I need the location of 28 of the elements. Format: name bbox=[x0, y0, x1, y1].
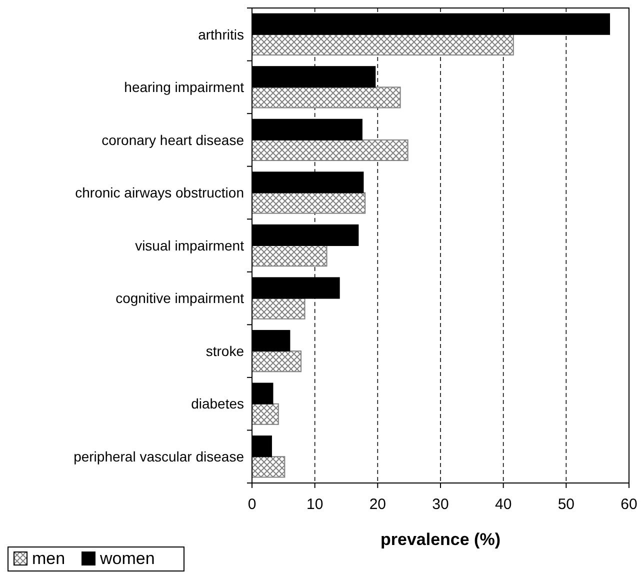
x-tick-label: 30 bbox=[432, 496, 449, 513]
x-tick-label: 60 bbox=[620, 496, 638, 513]
bar bbox=[252, 34, 514, 56]
x-tick-label: 40 bbox=[494, 496, 512, 513]
x-tick-label: 0 bbox=[248, 496, 256, 513]
bar bbox=[252, 86, 401, 108]
x-axis-title: prevalence (%) bbox=[380, 530, 500, 549]
bar bbox=[252, 403, 279, 425]
y-tick-label: arthritis bbox=[198, 26, 244, 42]
bar bbox=[252, 456, 286, 478]
bar bbox=[252, 245, 328, 267]
y-tick-label: cognitive impairment bbox=[116, 290, 244, 306]
bar bbox=[252, 350, 302, 372]
legend-label: men bbox=[32, 549, 66, 568]
x-tick-label: 10 bbox=[306, 496, 324, 513]
bar bbox=[252, 298, 306, 320]
x-tick-label: 50 bbox=[558, 496, 575, 513]
x-tick-label: 20 bbox=[369, 496, 386, 513]
y-tick-label: visual impairment bbox=[135, 237, 244, 254]
y-tick-label: diabetes bbox=[191, 396, 244, 412]
y-tick-label: hearing impairment bbox=[124, 79, 244, 96]
y-tick-label: chronic airways obstruction bbox=[75, 184, 244, 201]
bar bbox=[252, 139, 408, 162]
y-tick-label: coronary heart disease bbox=[102, 132, 244, 148]
y-tick-label: peripheral vascular disease bbox=[74, 448, 244, 465]
bar bbox=[252, 192, 366, 214]
y-tick-label: stroke bbox=[206, 342, 244, 359]
legend-label: women bbox=[99, 549, 155, 568]
